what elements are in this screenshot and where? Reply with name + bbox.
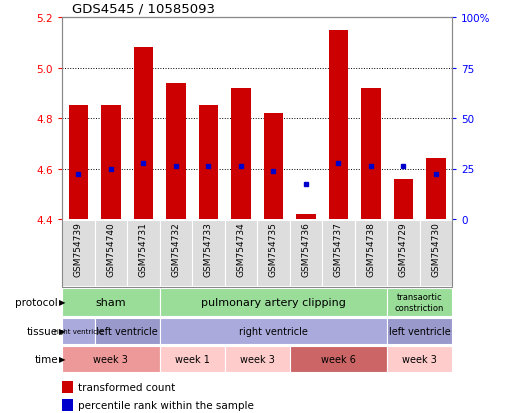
- Text: ▶: ▶: [59, 355, 66, 363]
- Text: week 3: week 3: [402, 354, 437, 364]
- Text: GSM754733: GSM754733: [204, 221, 213, 276]
- Bar: [328, 31, 348, 219]
- Bar: [62, 381, 73, 393]
- Text: GSM754737: GSM754737: [334, 221, 343, 276]
- Text: GSM754739: GSM754739: [74, 221, 83, 276]
- FancyBboxPatch shape: [160, 288, 387, 317]
- FancyBboxPatch shape: [289, 220, 322, 287]
- FancyBboxPatch shape: [94, 220, 127, 287]
- Bar: [101, 106, 121, 219]
- FancyBboxPatch shape: [354, 220, 387, 287]
- Text: transformed count: transformed count: [78, 382, 175, 392]
- Bar: [426, 159, 445, 219]
- FancyBboxPatch shape: [62, 346, 160, 373]
- FancyBboxPatch shape: [420, 220, 452, 287]
- Text: ▶: ▶: [59, 327, 66, 336]
- Text: GSM754730: GSM754730: [431, 221, 440, 276]
- FancyBboxPatch shape: [62, 220, 94, 287]
- Text: week 6: week 6: [321, 354, 356, 364]
- Text: time: time: [34, 354, 58, 364]
- Text: sham: sham: [95, 297, 126, 307]
- FancyBboxPatch shape: [127, 220, 160, 287]
- Text: protocol: protocol: [15, 297, 58, 307]
- Text: pulmonary artery clipping: pulmonary artery clipping: [201, 297, 346, 307]
- Text: left ventricle: left ventricle: [389, 326, 450, 336]
- Text: week 3: week 3: [93, 354, 128, 364]
- Text: ▶: ▶: [59, 298, 66, 307]
- Text: GSM754735: GSM754735: [269, 221, 278, 276]
- FancyBboxPatch shape: [62, 288, 160, 317]
- Text: right ventricle: right ventricle: [239, 326, 308, 336]
- FancyBboxPatch shape: [289, 346, 387, 373]
- Text: percentile rank within the sample: percentile rank within the sample: [78, 400, 253, 410]
- Text: week 1: week 1: [174, 354, 209, 364]
- Text: GSM754740: GSM754740: [106, 221, 115, 276]
- Text: GSM754734: GSM754734: [236, 221, 245, 276]
- Bar: [199, 106, 218, 219]
- FancyBboxPatch shape: [160, 346, 225, 373]
- FancyBboxPatch shape: [94, 318, 160, 344]
- Bar: [231, 88, 250, 219]
- FancyBboxPatch shape: [62, 318, 94, 344]
- Text: GSM754729: GSM754729: [399, 221, 408, 276]
- FancyBboxPatch shape: [387, 220, 420, 287]
- Bar: [361, 88, 381, 219]
- Text: GSM754736: GSM754736: [301, 221, 310, 276]
- FancyBboxPatch shape: [160, 318, 387, 344]
- Text: transaortic
constriction: transaortic constriction: [395, 292, 444, 312]
- FancyBboxPatch shape: [192, 220, 225, 287]
- FancyBboxPatch shape: [257, 220, 289, 287]
- Text: GSM754738: GSM754738: [366, 221, 375, 276]
- Bar: [264, 114, 283, 219]
- Bar: [133, 48, 153, 219]
- FancyBboxPatch shape: [160, 220, 192, 287]
- Text: GSM754732: GSM754732: [171, 221, 180, 276]
- FancyBboxPatch shape: [387, 346, 452, 373]
- FancyBboxPatch shape: [387, 318, 452, 344]
- Text: GSM754731: GSM754731: [139, 221, 148, 276]
- FancyBboxPatch shape: [225, 346, 289, 373]
- Text: tissue: tissue: [27, 326, 58, 336]
- Bar: [62, 399, 73, 411]
- Text: left ventricle: left ventricle: [96, 326, 158, 336]
- Bar: [166, 83, 186, 219]
- FancyBboxPatch shape: [387, 288, 452, 317]
- Text: right ventricle: right ventricle: [53, 328, 103, 334]
- Bar: [296, 214, 315, 219]
- FancyBboxPatch shape: [322, 220, 354, 287]
- FancyBboxPatch shape: [225, 220, 257, 287]
- Text: GDS4545 / 10585093: GDS4545 / 10585093: [72, 2, 215, 15]
- Text: week 3: week 3: [240, 354, 274, 364]
- Bar: [393, 179, 413, 219]
- Bar: [69, 106, 88, 219]
